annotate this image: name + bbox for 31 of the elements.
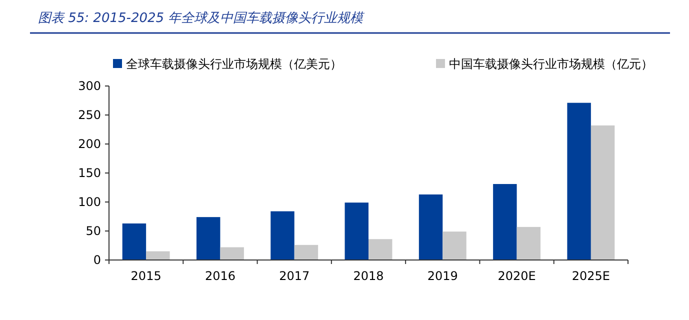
y-tick-label: 300: [78, 79, 101, 94]
x-tick-label: 2015: [130, 269, 162, 283]
bar: [294, 244, 318, 260]
legend-label: 中国车载摄像头行业市场规模（亿元）: [449, 57, 653, 72]
chart-title: 图表 55: 2015-2025 年全球及中国车载摄像头行业规模: [38, 11, 366, 26]
bar: [567, 102, 591, 260]
x-tick-label: 2018: [353, 269, 384, 283]
y-tick-label: 200: [78, 137, 101, 152]
bar: [220, 247, 244, 260]
bar: [493, 184, 517, 260]
x-tick-label: 2019: [427, 269, 458, 283]
x-tick-label: 2016: [204, 269, 236, 283]
legend-label: 全球车载摄像头行业市场规模（亿美元）: [126, 57, 342, 72]
bar: [368, 239, 392, 260]
bar: [516, 226, 541, 260]
bar: [590, 125, 615, 260]
bar: [418, 194, 443, 260]
bar: [270, 211, 294, 260]
y-tick-label: 150: [78, 166, 101, 180]
x-tick-label: 2025E: [572, 269, 610, 283]
y-tick-label: 50: [86, 224, 101, 238]
bar: [344, 202, 368, 260]
bar: [146, 251, 170, 260]
y-tick-label: 0: [93, 253, 101, 268]
bar: [442, 232, 466, 260]
bar: [196, 217, 220, 260]
y-tick-label: 250: [78, 108, 101, 122]
y-tick-label: 100: [78, 195, 101, 210]
x-tick-label: 2020E: [498, 269, 536, 283]
x-tick-label: 2017: [279, 269, 310, 283]
bar: [122, 223, 146, 260]
